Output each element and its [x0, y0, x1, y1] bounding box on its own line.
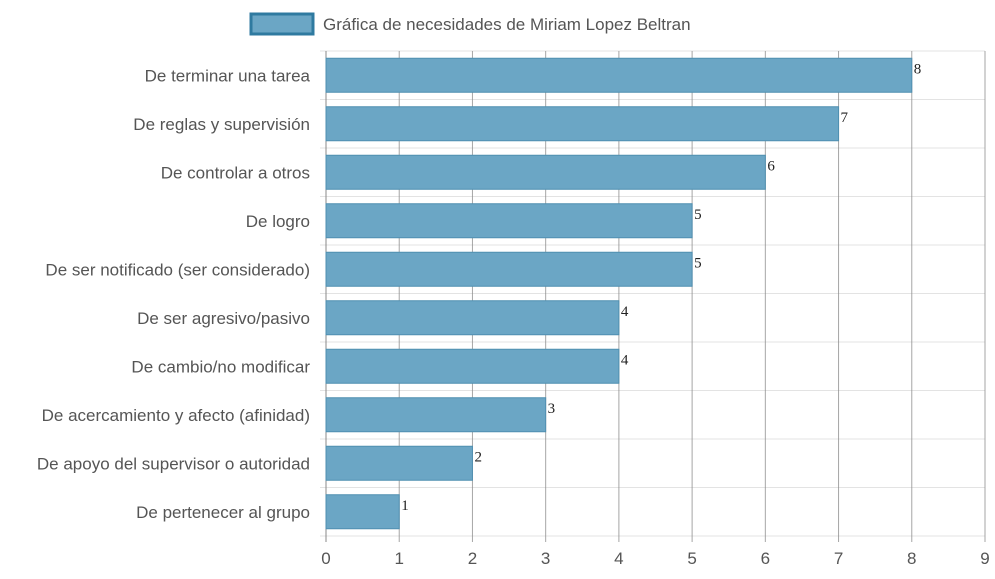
x-axis: 0 1 2 3 4 5 6 7 8 9 — [321, 549, 989, 568]
x-tick-label: 3 — [541, 549, 550, 568]
category-label: De cambio/no modificar — [131, 357, 310, 376]
x-tick-label: 2 — [468, 549, 477, 568]
legend-label[interactable]: Gráfica de necesidades de Miriam Lopez B… — [323, 15, 691, 34]
x-tick-label: 5 — [687, 549, 696, 568]
bar-value-label: 2 — [474, 449, 482, 465]
bar-value-label: 5 — [694, 207, 702, 223]
legend[interactable]: Gráfica de necesidades de Miriam Lopez B… — [249, 12, 691, 36]
category-label: De apoyo del supervisor o autoridad — [37, 454, 310, 473]
bar-value-label: 7 — [841, 110, 849, 126]
bar[interactable] — [325, 251, 693, 287]
category-label: De ser agresivo/pasivo — [137, 309, 310, 328]
bar[interactable] — [325, 397, 547, 433]
x-tick-label: 9 — [980, 549, 989, 568]
category-labels: De terminar una tarea De reglas y supervi… — [37, 66, 311, 522]
bar[interactable] — [325, 203, 693, 239]
legend-swatch[interactable] — [249, 12, 315, 36]
bar-value-label: 4 — [621, 304, 629, 320]
bar[interactable] — [325, 348, 620, 384]
bar-value-label: 3 — [548, 401, 556, 417]
bar-value-label: 4 — [621, 352, 629, 368]
category-label: De controlar a otros — [161, 163, 310, 182]
bar-value-label: 6 — [767, 158, 775, 174]
bars — [325, 57, 913, 530]
category-label: De terminar una tarea — [145, 66, 311, 85]
bar[interactable] — [325, 57, 913, 93]
category-label: De acercamiento y afecto (afinidad) — [42, 406, 310, 425]
bar-value-label: 5 — [694, 255, 702, 271]
x-tick-label: 7 — [834, 549, 843, 568]
category-label: De logro — [246, 212, 310, 231]
bar[interactable] — [325, 494, 400, 530]
bar[interactable] — [325, 445, 473, 481]
x-tick-label: 6 — [761, 549, 770, 568]
x-tick-label: 1 — [394, 549, 403, 568]
category-label: De reglas y supervisión — [133, 115, 310, 134]
bar[interactable] — [325, 300, 620, 336]
x-tick-label: 0 — [321, 549, 330, 568]
bar[interactable] — [325, 106, 840, 142]
bar-value-label: 1 — [401, 498, 409, 514]
bar[interactable] — [325, 154, 766, 190]
bar-value-label: 8 — [914, 61, 922, 77]
x-tick-label: 4 — [614, 549, 623, 568]
category-label: De pertenecer al grupo — [136, 503, 310, 522]
category-label: De ser notificado (ser considerado) — [45, 260, 310, 279]
x-tick-label: 8 — [907, 549, 916, 568]
value-labels: 8 7 6 5 5 4 4 3 2 1 — [401, 61, 921, 514]
